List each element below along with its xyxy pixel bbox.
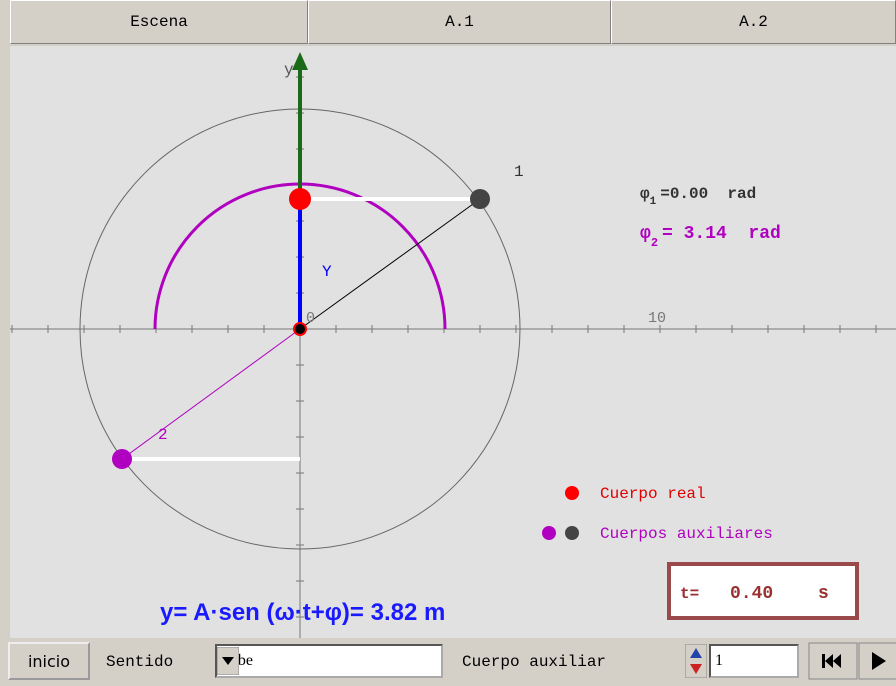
phase-2: φ2 = 3.14 rad [640,224,781,250]
axis-label: y [284,61,294,79]
spinner[interactable] [685,644,707,678]
arrow-head [292,52,308,70]
legend-entry: Cuerpos auxiliares [600,525,773,543]
label: Sentido [106,653,174,671]
axis-ticks [11,76,877,618]
scene: y Y 0 10 1 2 φ1 =0.00 rad φ2 = 3.14 rad Cu… [10,46,896,638]
real-body [289,188,311,210]
tab[interactable]: Escena [10,0,308,44]
reset-button[interactable]: inicio [8,642,90,680]
time-box [667,562,859,620]
index: 1 [650,196,657,208]
value: =0.00 rad [660,185,756,203]
index: 2 [651,236,658,250]
time-value: 0.40 [730,584,773,604]
tab-bar: Escena A.1 A.2 [0,0,896,46]
input-value: 1 [715,652,723,669]
play-button[interactable] [858,642,896,680]
phase-1: φ1 =0.00 rad [640,185,756,208]
rewind-button[interactable] [808,642,858,680]
origin-label: 0 [306,310,315,327]
time-label: t= [680,585,699,603]
legend-dot [542,526,556,540]
aux-input[interactable]: 1 [709,644,799,678]
time-unit: s [818,584,829,604]
body-label: 1 [514,163,524,181]
tab[interactable]: A.2 [611,0,896,44]
symbol: φ [640,185,650,203]
direction-select[interactable]: Sube [215,644,443,678]
legend-entry: Cuerpo real [600,485,706,503]
tick-label: 10 [648,310,666,327]
value: = 3.14 rad [662,224,781,244]
control-bar: inicio Sentido Sube Cuerpo auxiliar 1 [0,638,896,686]
aux-body-2 [112,449,132,469]
label: Cuerpo auxiliar [462,653,607,671]
body-label: 2 [158,426,168,444]
legend-dot [565,526,579,540]
aux-body-1 [470,189,490,209]
origin [293,322,307,336]
label: Y [322,263,332,281]
tab[interactable]: A.1 [308,0,611,44]
radius-2 [121,328,301,460]
legend-dot [565,486,579,500]
scene-bg [10,46,896,638]
symbol: φ [640,224,651,244]
formula: y= A·sen (ω·t+φ)= 3.82 m [160,599,445,626]
dropdown-arrow[interactable] [217,647,239,675]
radius-1 [299,198,481,330]
